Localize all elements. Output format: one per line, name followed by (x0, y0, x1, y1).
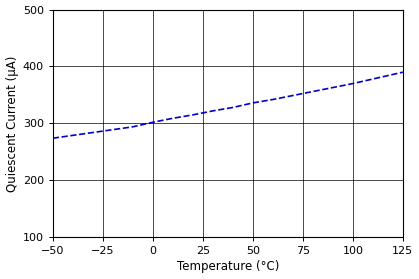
X-axis label: Temperature (°C): Temperature (°C) (177, 260, 279, 273)
Y-axis label: Quiescent Current (μA): Quiescent Current (μA) (5, 55, 18, 192)
